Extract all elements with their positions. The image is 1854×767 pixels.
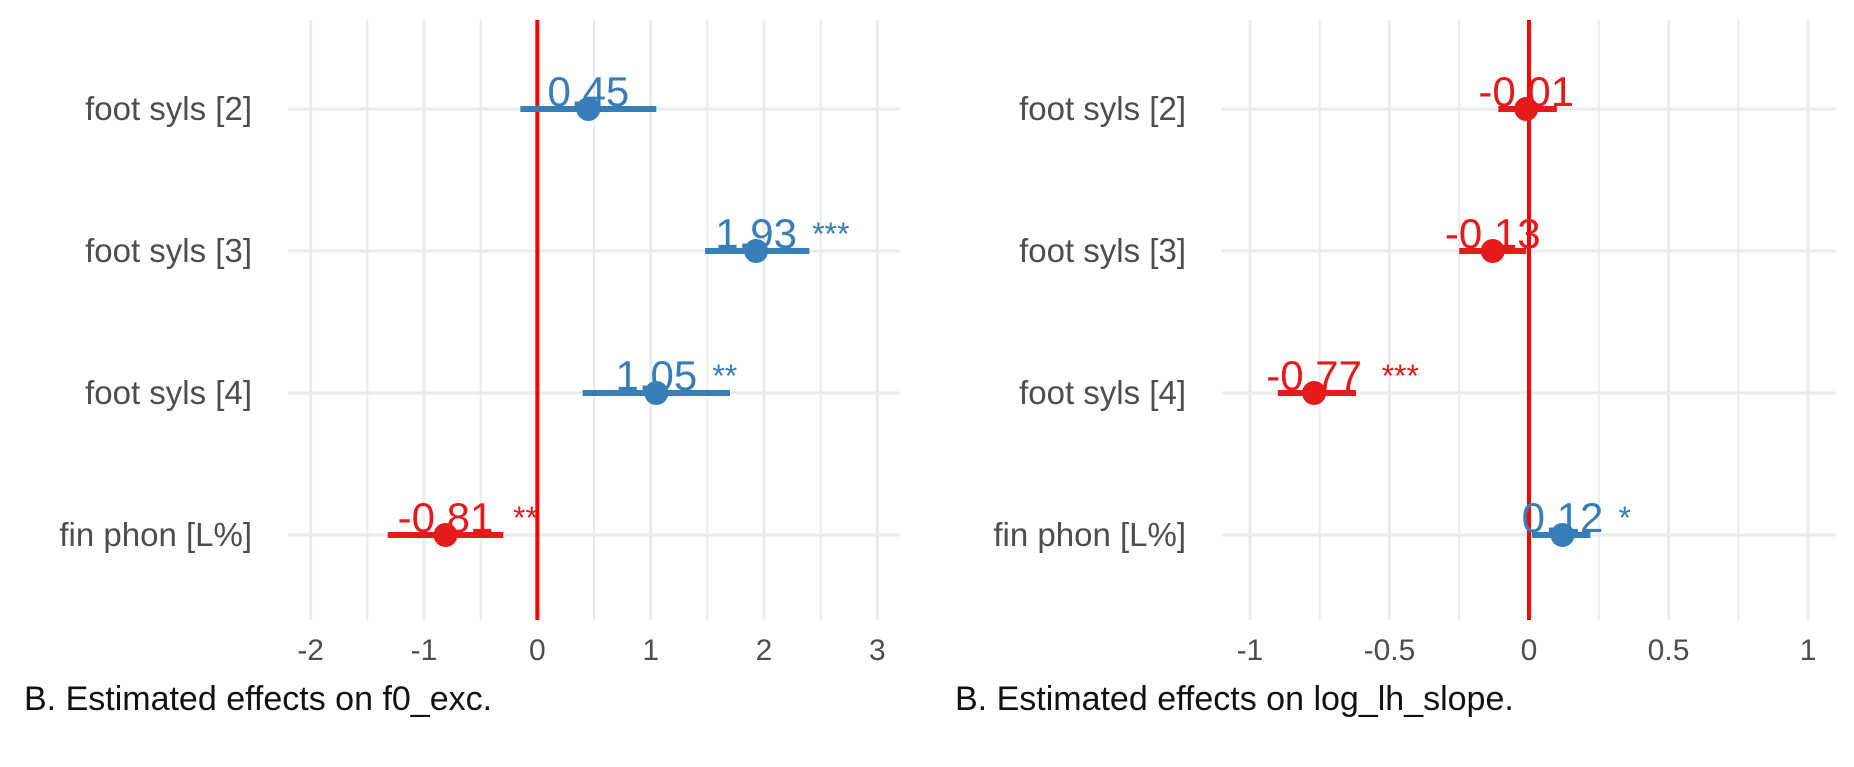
estimate-point <box>1550 523 1575 547</box>
panel-2: -1 -0.5 0 0.5 1 foot syls [2] foot syls [3] foo… <box>993 20 1836 667</box>
caption-right: B. Estimated effects on log_lh_slope. <box>955 680 1514 718</box>
caption-left: B. Estimated effects on f0_exc. <box>24 680 493 718</box>
significance-label: ** <box>712 358 737 394</box>
estimate-point <box>744 239 769 263</box>
estimate-label: 1.93 <box>715 210 797 257</box>
estimate-point <box>1480 239 1505 263</box>
x-tick-label: 0 <box>529 634 546 667</box>
term-label: foot syls [2] <box>1019 90 1186 127</box>
term-label: foot syls [2] <box>85 90 252 127</box>
term-label: foot syls [3] <box>85 232 252 269</box>
estimate-label: 0.12 <box>1522 494 1604 541</box>
x-tick-label: -2 <box>297 634 324 667</box>
significance-label: *** <box>1382 358 1419 394</box>
estimate-label: 0.45 <box>547 68 629 115</box>
term-label: fin phon [L%] <box>59 516 252 553</box>
x-tick-label: 0.5 <box>1648 634 1690 667</box>
significance-label: * <box>1618 500 1630 536</box>
x-tick-label: 2 <box>756 634 773 667</box>
x-tick-label: -0.5 <box>1364 634 1416 667</box>
term-label: foot syls [3] <box>1019 232 1186 269</box>
estimate-label: -0.77 <box>1266 352 1362 399</box>
significance-label: *** <box>812 216 849 252</box>
x-tick-label: 1 <box>642 634 659 667</box>
estimate-label: -0.81 <box>398 494 494 541</box>
estimate-label: -0.13 <box>1445 210 1541 257</box>
estimate-point <box>433 523 458 547</box>
estimate-point <box>576 97 601 121</box>
term-label: fin phon [L%] <box>993 516 1186 553</box>
estimate-label: 1.05 <box>615 352 697 399</box>
estimate-point <box>1514 97 1539 121</box>
estimate-point <box>644 381 669 405</box>
estimate-label: -0.01 <box>1478 68 1574 115</box>
x-tick-label: -1 <box>411 634 438 667</box>
panel-1: -2 -1 0 1 2 3 foot syls [2] foot syls [3] foot s… <box>59 20 900 667</box>
term-label: foot syls [4] <box>1019 374 1186 411</box>
x-tick-label: 0 <box>1521 634 1538 667</box>
significance-label: ** <box>513 500 538 536</box>
term-label: foot syls [4] <box>85 374 252 411</box>
x-tick-label: -1 <box>1237 634 1264 667</box>
estimate-point <box>1302 381 1327 405</box>
x-tick-label: 1 <box>1800 634 1817 667</box>
x-tick-label: 3 <box>869 634 886 667</box>
